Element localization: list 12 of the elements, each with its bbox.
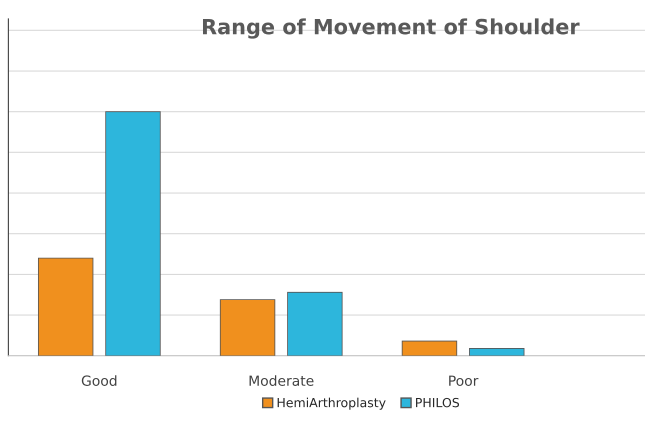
bar	[469, 348, 524, 356]
bar	[402, 340, 458, 356]
bar	[38, 258, 94, 356]
legend-label: HemiArthroplasty	[278, 398, 386, 410]
bar	[287, 292, 343, 356]
bar	[105, 111, 161, 356]
bar	[220, 299, 276, 356]
chart-title: Range of Movement of Shoulder	[202, 18, 580, 39]
x-tick-label: Poor	[449, 376, 478, 386]
x-tick-label: Good	[82, 375, 116, 386]
x-tick-label: Moderate	[250, 375, 314, 386]
legend-label: PHILOS	[416, 398, 460, 408]
